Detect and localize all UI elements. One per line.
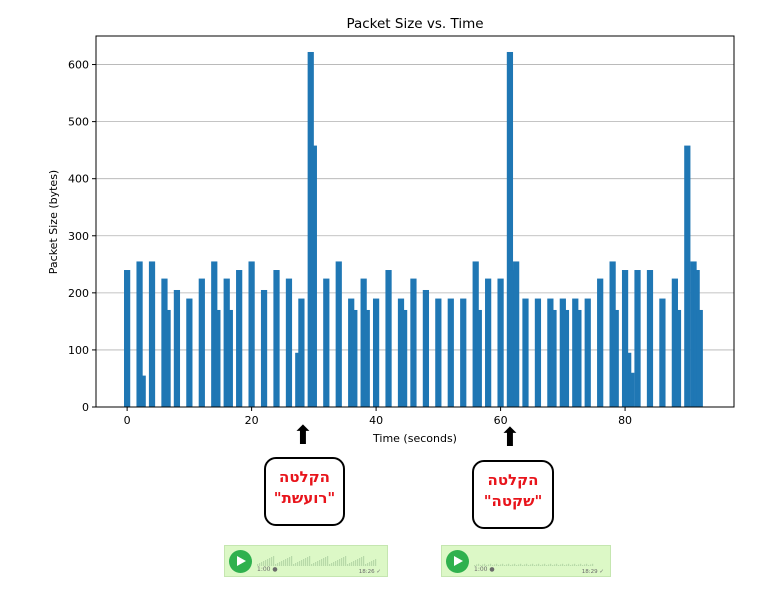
bar xyxy=(659,298,666,407)
bar xyxy=(460,298,467,407)
bar xyxy=(646,270,654,407)
y-tick-label: 300 xyxy=(68,230,89,243)
bar xyxy=(584,298,591,407)
bar xyxy=(335,261,342,407)
x-tick-label: 0 xyxy=(124,414,131,427)
bar xyxy=(173,289,181,407)
chart-title: Packet Size vs. Time xyxy=(346,16,483,32)
bar xyxy=(400,309,408,407)
bar xyxy=(273,270,280,407)
callout-line-2: "שקטה" xyxy=(483,492,543,510)
bar xyxy=(572,298,579,407)
callout-line-1: הקלטה xyxy=(487,471,539,489)
bar xyxy=(260,289,268,407)
bar xyxy=(684,145,691,407)
bar xyxy=(497,278,504,407)
voice-duration: 1:00 ● xyxy=(474,566,495,573)
bar xyxy=(513,261,520,407)
bar xyxy=(485,278,492,407)
bar xyxy=(435,298,442,407)
bar xyxy=(323,278,330,407)
bar xyxy=(422,289,430,407)
packet-size-chart: Packet Size vs. Time 0 20 40 60 80 0 100 200 30… xyxy=(47,16,735,445)
waveform-icon xyxy=(257,556,377,566)
bar xyxy=(248,261,255,407)
bar xyxy=(696,309,703,407)
bar xyxy=(447,298,454,407)
y-tick-label: 600 xyxy=(68,59,89,72)
bar xyxy=(372,298,380,407)
bar xyxy=(310,145,317,407)
bar xyxy=(634,270,641,407)
bar xyxy=(285,278,293,407)
noisy-recording-callout: הקלטה "רועשת" xyxy=(264,457,345,526)
bar xyxy=(186,298,193,407)
bar xyxy=(298,298,305,407)
bar xyxy=(226,309,233,407)
bar xyxy=(575,309,582,407)
callout-line-1: הקלטה xyxy=(279,468,330,486)
y-tick-label: 200 xyxy=(68,287,89,300)
y-tick-label: 400 xyxy=(68,173,89,186)
voice-duration: 1:00 ● xyxy=(257,566,278,573)
bar xyxy=(628,372,635,407)
bar xyxy=(674,309,682,407)
bar xyxy=(522,298,529,407)
bar xyxy=(410,278,417,407)
bar xyxy=(534,298,542,407)
bar xyxy=(562,309,570,407)
bar xyxy=(124,270,131,407)
bar xyxy=(612,309,619,407)
bar xyxy=(198,278,205,407)
bar xyxy=(693,270,700,407)
x-tick-label: 20 xyxy=(245,414,259,427)
play-icon[interactable] xyxy=(229,550,252,573)
y-axis-label: Packet Size (bytes) xyxy=(47,170,60,274)
x-tick-label: 40 xyxy=(369,414,383,427)
arrow-up-icon: ⬆ xyxy=(499,423,521,453)
quiet-recording-callout: הקלטה "שקטה" xyxy=(472,460,554,529)
bar-series xyxy=(124,51,703,407)
bar xyxy=(385,270,392,407)
plot-frame xyxy=(95,35,735,408)
bar xyxy=(236,270,243,407)
bar xyxy=(214,309,221,407)
voice-message-noisy: 1:00 ● 18:26 ✓ xyxy=(224,545,388,577)
play-icon[interactable] xyxy=(446,550,469,573)
voice-timestamp: 18:26 ✓ xyxy=(358,569,381,575)
voice-timestamp: 18:29 ✓ xyxy=(581,569,604,575)
x-tick-label: 80 xyxy=(618,414,632,427)
bar xyxy=(148,261,156,407)
arrow-up-icon: ⬆ xyxy=(292,421,314,451)
bar xyxy=(597,278,604,407)
bar xyxy=(351,309,358,407)
callout-line-2: "רועשת" xyxy=(273,489,336,507)
y-tick-label: 100 xyxy=(68,344,89,357)
bar xyxy=(164,309,171,407)
bar xyxy=(363,309,370,407)
x-tick-label: 60 xyxy=(494,414,508,427)
y-tick-label: 0 xyxy=(82,401,89,414)
voice-message-quiet: 1:00 ● 18:29 ✓ xyxy=(441,545,611,577)
x-axis-ticks: 0 20 40 60 80 xyxy=(124,407,632,427)
bar xyxy=(621,270,629,407)
bar xyxy=(475,309,482,407)
bar xyxy=(139,375,146,407)
x-axis-label: Time (seconds) xyxy=(372,432,457,445)
bar xyxy=(295,352,302,407)
y-axis-ticks: 0 100 200 300 400 500 600 xyxy=(68,59,96,414)
y-tick-label: 500 xyxy=(68,116,89,129)
bar xyxy=(136,261,143,407)
waveform-icon xyxy=(474,563,594,566)
bar xyxy=(506,51,514,407)
bar xyxy=(550,309,557,407)
